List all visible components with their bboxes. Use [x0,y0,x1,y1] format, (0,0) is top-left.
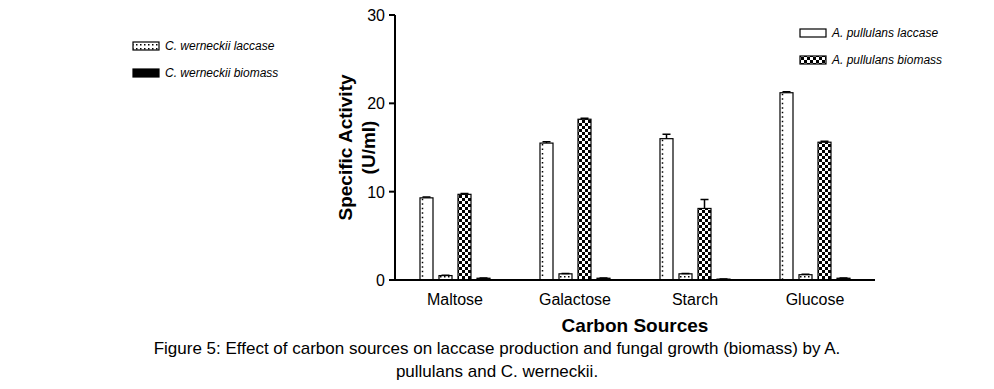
legend-label: C. werneckii laccase [165,39,275,53]
y-tick [389,14,395,16]
bar [780,93,793,280]
legend-item: C. werneckii laccase [133,39,275,53]
bar-texture [422,199,424,280]
legend-label: A. pullulans laccase [831,26,938,40]
legend-item: C. werneckii biomass [133,66,278,80]
legend-swatch [800,56,826,64]
x-tick-label: Maltose [427,291,483,308]
y-tick-label: 20 [367,95,385,112]
bar-texture [662,140,664,280]
x-tick-label: Starch [672,291,718,308]
x-axis-label: Carbon Sources [562,315,709,336]
y-axis-label: Specific Activity(U/ml) [335,74,379,221]
legend-swatch [133,42,159,50]
error-bar [840,277,848,279]
bar-texture [542,144,544,280]
x-tick-label: Glucose [786,291,845,308]
error-bar [663,134,671,138]
bar [420,198,433,280]
y-tick [389,191,395,193]
error-bar [701,200,709,209]
y-tick-label: 30 [367,7,385,24]
bar [458,194,471,280]
error-bar [682,273,690,275]
bar [818,142,831,280]
legend-item: A. pullulans laccase [800,26,938,40]
error-bar [600,277,608,279]
bar [578,119,591,280]
y-axis [394,15,396,280]
legend-item: A. pullulans biomass [800,53,942,67]
error-bar [783,91,791,93]
caption: Figure 5: Effect of carbon sources on la… [150,337,844,383]
error-bar [802,274,810,276]
bar [540,143,553,280]
error-bar [581,118,589,120]
y-axis-label-line: (U/ml) [358,121,379,175]
y-axis-label-line: Specific Activity [335,74,356,221]
error-bar [543,142,551,143]
error-bar [442,274,450,276]
legend-label: C. werneckii biomass [165,66,278,80]
y-tick [389,102,395,104]
x-tick-label: Galactose [539,291,611,308]
chart: 0 10 20 30 Maltose Galactose Starch Glucose Carb… [0,0,994,389]
y-tick [389,279,395,281]
bar [698,208,711,280]
error-bar [562,273,570,275]
error-bar [821,141,829,143]
x-axis [395,279,875,281]
bar-texture [782,94,784,280]
y-tick-label: 0 [376,272,385,289]
bar [660,139,673,280]
error-bar [423,196,431,198]
error-bar [480,277,488,279]
legend-swatch [133,69,159,77]
y-tick-label: 10 [367,184,385,201]
error-bar [461,193,469,195]
bars [420,93,850,280]
error-bars [423,92,848,279]
legend-label: A. pullulans biomass [831,53,942,67]
legend-swatch [800,29,826,37]
